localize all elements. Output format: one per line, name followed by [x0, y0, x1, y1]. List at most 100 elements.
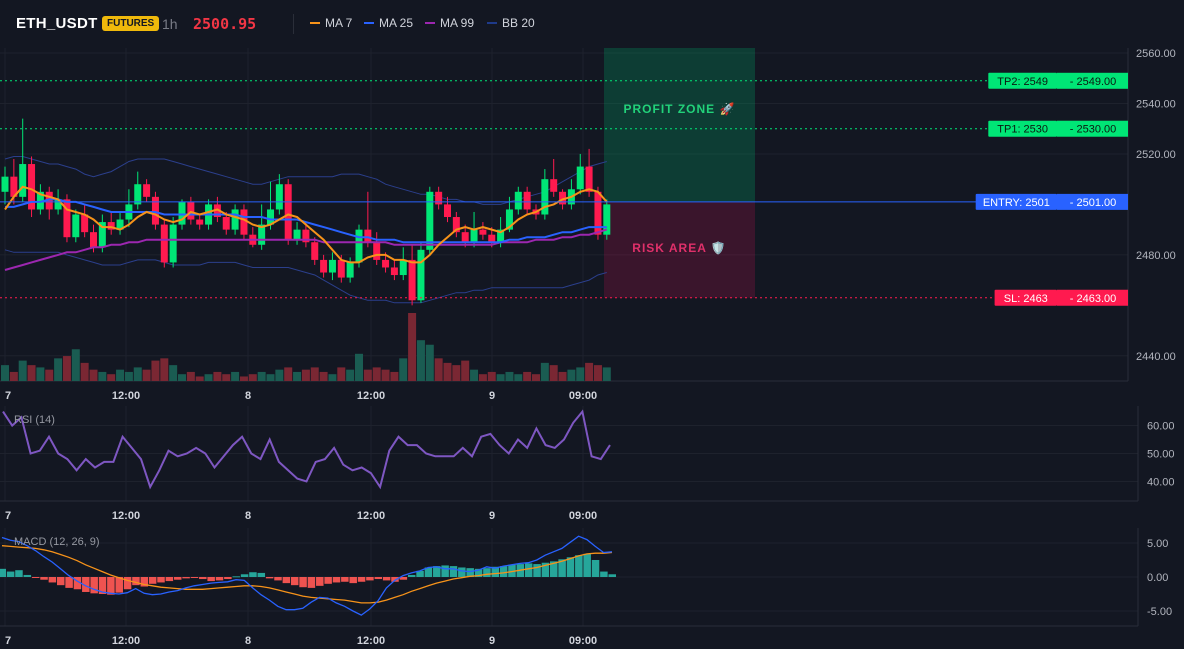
- level-axis-label: - 2463.00: [1070, 293, 1116, 305]
- candle[interactable]: [373, 232, 381, 265]
- candle[interactable]: [196, 214, 204, 230]
- macd-histogram-bar: [40, 577, 48, 580]
- candle[interactable]: [107, 211, 115, 235]
- level-sl[interactable]: SL: 2463 - 2463.00: [0, 289, 1128, 306]
- candle[interactable]: [514, 186, 522, 215]
- candle-body: [231, 209, 239, 230]
- legend-ma7-label: MA 7: [325, 16, 353, 30]
- candle[interactable]: [399, 247, 407, 281]
- legend-ma7[interactable]: MA 7: [310, 16, 352, 30]
- symbol-name[interactable]: ETH_USDT: [16, 15, 98, 32]
- candle[interactable]: [143, 179, 151, 202]
- timeframe-label[interactable]: 1h: [162, 16, 178, 32]
- candle[interactable]: [452, 211, 460, 238]
- candle[interactable]: [81, 204, 89, 238]
- candle[interactable]: [284, 179, 292, 245]
- candle[interactable]: [461, 224, 469, 248]
- candle[interactable]: [151, 191, 159, 230]
- volume-bar: [363, 369, 372, 381]
- time-axis[interactable]: 7 12:00 8 12:00 9 09:00: [5, 390, 597, 402]
- macd-histogram-bar: [107, 577, 115, 595]
- candle-body: [36, 191, 44, 210]
- candle[interactable]: [222, 211, 230, 235]
- candle-body: [267, 209, 274, 225]
- candle[interactable]: [134, 171, 142, 210]
- time-tick-label: 7: [5, 390, 11, 402]
- volume-bar: [355, 353, 363, 381]
- candle-body: [284, 184, 292, 240]
- volume-bar: [505, 371, 514, 381]
- divider: [293, 14, 294, 34]
- macd-histogram-bar: [474, 568, 483, 577]
- volume-bar: [293, 371, 302, 381]
- last-price: 2500.95: [193, 15, 257, 33]
- volume-bar: [178, 374, 186, 381]
- candle[interactable]: [302, 222, 310, 248]
- candle[interactable]: [435, 186, 443, 210]
- macd-pane[interactable]: 5.00 0.00 -5.00 MACD (12, 26, 9) 7 12:00 8 12:0…: [0, 528, 1172, 647]
- volume-bar: [18, 360, 27, 381]
- macd-histogram-bar: [366, 577, 374, 581]
- candle[interactable]: [523, 186, 531, 215]
- candle[interactable]: [408, 244, 416, 306]
- candle[interactable]: [603, 199, 611, 240]
- level-tp[interactable]: TP2: 2549 - 2549.00: [0, 72, 1128, 89]
- candle[interactable]: [444, 196, 451, 223]
- time-tick-label: 12:00: [112, 510, 140, 522]
- candle[interactable]: [28, 156, 36, 218]
- candle[interactable]: [479, 222, 487, 240]
- price-chart[interactable]: PROFIT ZONE 🚀 RISK AREA 🛡️ TP2: 2549 - 254…: [0, 48, 1184, 648]
- volume-bar: [567, 369, 576, 381]
- level-entry[interactable]: ENTRY: 2501 - 2501.00: [0, 193, 1128, 210]
- candle[interactable]: [328, 252, 336, 281]
- candle[interactable]: [355, 224, 363, 268]
- rsi-tick-label: 40.00: [1147, 476, 1175, 488]
- candle[interactable]: [293, 222, 301, 245]
- candle[interactable]: [98, 214, 106, 253]
- macd-histogram-bar: [374, 577, 383, 580]
- level-tag-bg: [975, 193, 1057, 210]
- candle[interactable]: [275, 174, 283, 215]
- candle[interactable]: [36, 184, 44, 215]
- candle-body: [222, 217, 230, 230]
- legend-ma99[interactable]: MA 99: [425, 16, 474, 30]
- macd-histogram-bar: [575, 555, 583, 577]
- candle[interactable]: [550, 159, 558, 197]
- candle-body: [116, 219, 124, 230]
- candle[interactable]: [72, 209, 80, 243]
- macd-histogram-bar: [123, 577, 132, 590]
- macd-title: MACD (12, 26, 9): [14, 536, 100, 548]
- price-tick-label: 2540.00: [1136, 99, 1176, 111]
- rsi-tick-label: 60.00: [1147, 421, 1175, 433]
- volume-bar: [284, 367, 293, 381]
- price-axis[interactable]: 2560.00 2540.00 2520.00 2480.00 2440.00: [1136, 48, 1176, 363]
- legend-ma25[interactable]: MA 25: [364, 16, 413, 30]
- candle[interactable]: [390, 259, 398, 281]
- candle-body: [143, 184, 151, 197]
- candle[interactable]: [45, 186, 53, 220]
- candle[interactable]: [320, 254, 328, 278]
- rsi-pane[interactable]: 60.00 50.00 40.00 RSI (14) 7 12:00 8 12:00 9 09:0…: [0, 406, 1175, 522]
- candle[interactable]: [240, 204, 248, 240]
- volume-bar: [514, 374, 523, 381]
- level-tp[interactable]: TP1: 2530 - 2530.00: [0, 120, 1128, 137]
- candle[interactable]: [311, 237, 319, 265]
- candle[interactable]: [1, 166, 9, 205]
- candle[interactable]: [169, 217, 177, 268]
- candle[interactable]: [576, 153, 584, 195]
- legend-bb20[interactable]: BB 20: [487, 16, 535, 30]
- trade-levels[interactable]: TP2: 2549 - 2549.00 TP1: 2530 - 2530.00 ENTR…: [0, 72, 1128, 306]
- volume-bar: [275, 369, 284, 381]
- candle[interactable]: [231, 204, 239, 235]
- candle[interactable]: [160, 219, 168, 268]
- candle[interactable]: [417, 242, 425, 303]
- candle[interactable]: [594, 186, 602, 240]
- candle-body: [488, 234, 496, 243]
- candle[interactable]: [541, 169, 549, 220]
- candle[interactable]: [426, 186, 434, 255]
- volume-bar: [80, 362, 89, 381]
- candle-body: [302, 229, 310, 243]
- candle[interactable]: [116, 211, 124, 235]
- candle-body: [523, 191, 531, 210]
- candle[interactable]: [267, 181, 274, 230]
